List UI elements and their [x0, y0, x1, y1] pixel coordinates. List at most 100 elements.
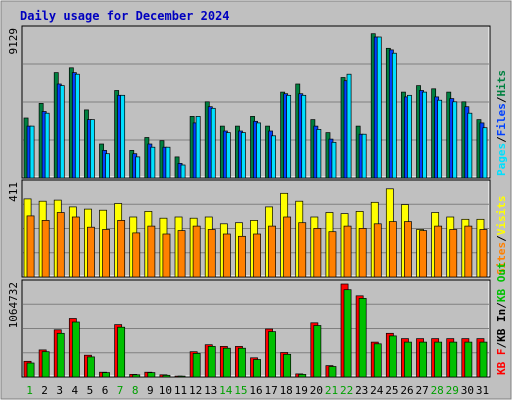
legend-entry: / — [495, 235, 508, 242]
bar-sites-day-6 — [102, 229, 110, 278]
bar-pages-day-1 — [29, 125, 35, 179]
bar-sites-day-25 — [388, 221, 397, 278]
bar-pages-day-24 — [376, 36, 382, 179]
panel-bottom-bars — [23, 283, 488, 378]
panel-middle: 411 Sites/Visits — [7, 179, 508, 278]
bar-sites-day-14 — [222, 233, 231, 278]
panel-middle-ymax-label: 411 — [7, 182, 20, 202]
bar-sites-day-17 — [268, 225, 276, 278]
bar-kb-out-day-25 — [388, 335, 397, 378]
bar-kb-out-day-14 — [222, 347, 231, 378]
legend-entry: KB In — [495, 309, 508, 342]
bar-sites-day-10 — [162, 233, 171, 278]
bar-sites-day-5 — [87, 226, 95, 278]
x-tick-label-day-14: 14 — [219, 384, 233, 397]
bar-pages-day-6 — [105, 153, 110, 179]
bar-pages-day-30 — [467, 112, 473, 179]
bar-pages-day-15 — [241, 132, 246, 179]
bar-pages-day-4 — [74, 73, 80, 179]
bar-kb-out-day-17 — [268, 331, 276, 378]
x-axis-labels: 1 2 3 4 5 6 7 8 9 10 11 12 13 14 15 16 17 18 19 20 21 22 23 24 2… — [26, 384, 489, 397]
bar-kb-out-day-28 — [434, 341, 443, 378]
bar-kb-out-day-10 — [162, 374, 171, 378]
x-tick-label-day-22: 22 — [340, 384, 353, 397]
bar-pages-day-8 — [135, 156, 141, 179]
x-tick-label-day-24: 24 — [370, 384, 384, 397]
bar-kb-out-day-21 — [328, 366, 337, 378]
x-tick-label-day-9: 9 — [147, 384, 154, 397]
bar-kb-out-day-19 — [298, 374, 307, 378]
bar-kb-out-day-1 — [26, 362, 35, 378]
x-tick-label-day-12: 12 — [189, 384, 202, 397]
bar-sites-day-13 — [207, 229, 216, 278]
bar-kb-out-day-13 — [207, 346, 216, 378]
bar-kb-out-day-31 — [479, 341, 488, 378]
bar-pages-day-7 — [120, 94, 126, 179]
bar-sites-day-19 — [298, 222, 307, 278]
bar-pages-day-17 — [271, 135, 276, 179]
bar-pages-day-31 — [482, 127, 488, 179]
x-tick-label-day-4: 4 — [71, 384, 78, 397]
bar-pages-day-10 — [165, 146, 171, 179]
bar-pages-day-28 — [437, 99, 443, 179]
bar-pages-day-12 — [195, 116, 201, 179]
bar-kb-out-day-30 — [464, 341, 473, 378]
bar-kb-out-day-20 — [313, 325, 322, 378]
legend-entry: Hits — [495, 70, 508, 97]
x-tick-label-day-2: 2 — [41, 384, 48, 397]
x-tick-label-day-27: 27 — [415, 384, 428, 397]
bar-pages-day-25 — [391, 52, 397, 179]
bar-sites-day-29 — [449, 229, 458, 278]
bar-sites-day-15 — [238, 235, 246, 278]
x-tick-label-day-18: 18 — [280, 384, 293, 397]
bar-pages-day-5 — [90, 119, 95, 179]
bar-sites-day-26 — [404, 221, 412, 278]
panel-middle-bars — [23, 188, 488, 278]
panel-top-legend: Pages/Files/Hits — [495, 70, 508, 176]
bar-kb-out-day-24 — [373, 343, 382, 378]
bar-sites-day-12 — [192, 225, 201, 278]
bar-sites-day-16 — [253, 233, 261, 278]
bar-kb-out-day-23 — [358, 298, 367, 378]
bar-pages-day-21 — [331, 141, 337, 179]
x-tick-label-day-8: 8 — [132, 384, 139, 397]
bar-kb-out-day-3 — [56, 332, 65, 378]
bar-sites-day-18 — [283, 216, 292, 278]
bar-sites-day-3 — [56, 212, 65, 278]
legend-entry: Pages — [495, 143, 508, 176]
bar-sites-day-20 — [313, 228, 322, 278]
bar-pages-day-26 — [407, 94, 412, 179]
chart-title: Daily usage for December 2024 — [20, 9, 230, 23]
bar-kb-out-day-22 — [343, 289, 352, 378]
bar-sites-day-22 — [343, 225, 352, 278]
x-tick-label-day-13: 13 — [204, 384, 217, 397]
x-tick-label-day-23: 23 — [355, 384, 368, 397]
x-tick-label-day-6: 6 — [102, 384, 109, 397]
x-tick-label-day-28: 28 — [431, 384, 444, 397]
bar-pages-day-2 — [44, 112, 50, 179]
bar-pages-day-20 — [316, 129, 322, 179]
bar-kb-out-day-2 — [41, 351, 50, 378]
bar-kb-out-day-12 — [192, 353, 201, 378]
legend-entry: / — [495, 302, 508, 309]
bar-sites-day-1 — [26, 215, 35, 278]
bar-pages-day-3 — [59, 85, 65, 179]
legend-entry: Visits — [495, 196, 508, 236]
bar-kb-out-day-6 — [102, 372, 110, 378]
bar-kb-out-day-8 — [132, 374, 141, 378]
bar-sites-day-7 — [117, 220, 126, 278]
bar-pages-day-9 — [150, 146, 156, 179]
x-tick-label-day-17: 17 — [264, 384, 277, 397]
x-tick-label-day-16: 16 — [249, 384, 262, 397]
bar-pages-day-27 — [422, 91, 427, 179]
x-tick-label-day-10: 10 — [159, 384, 172, 397]
x-tick-label-day-30: 30 — [461, 384, 474, 397]
bar-sites-day-21 — [328, 231, 337, 278]
bar-kb-out-day-7 — [117, 326, 126, 378]
bar-pages-day-19 — [301, 94, 307, 179]
panel-top-bars — [23, 33, 488, 179]
x-tick-label-day-3: 3 — [56, 384, 63, 397]
